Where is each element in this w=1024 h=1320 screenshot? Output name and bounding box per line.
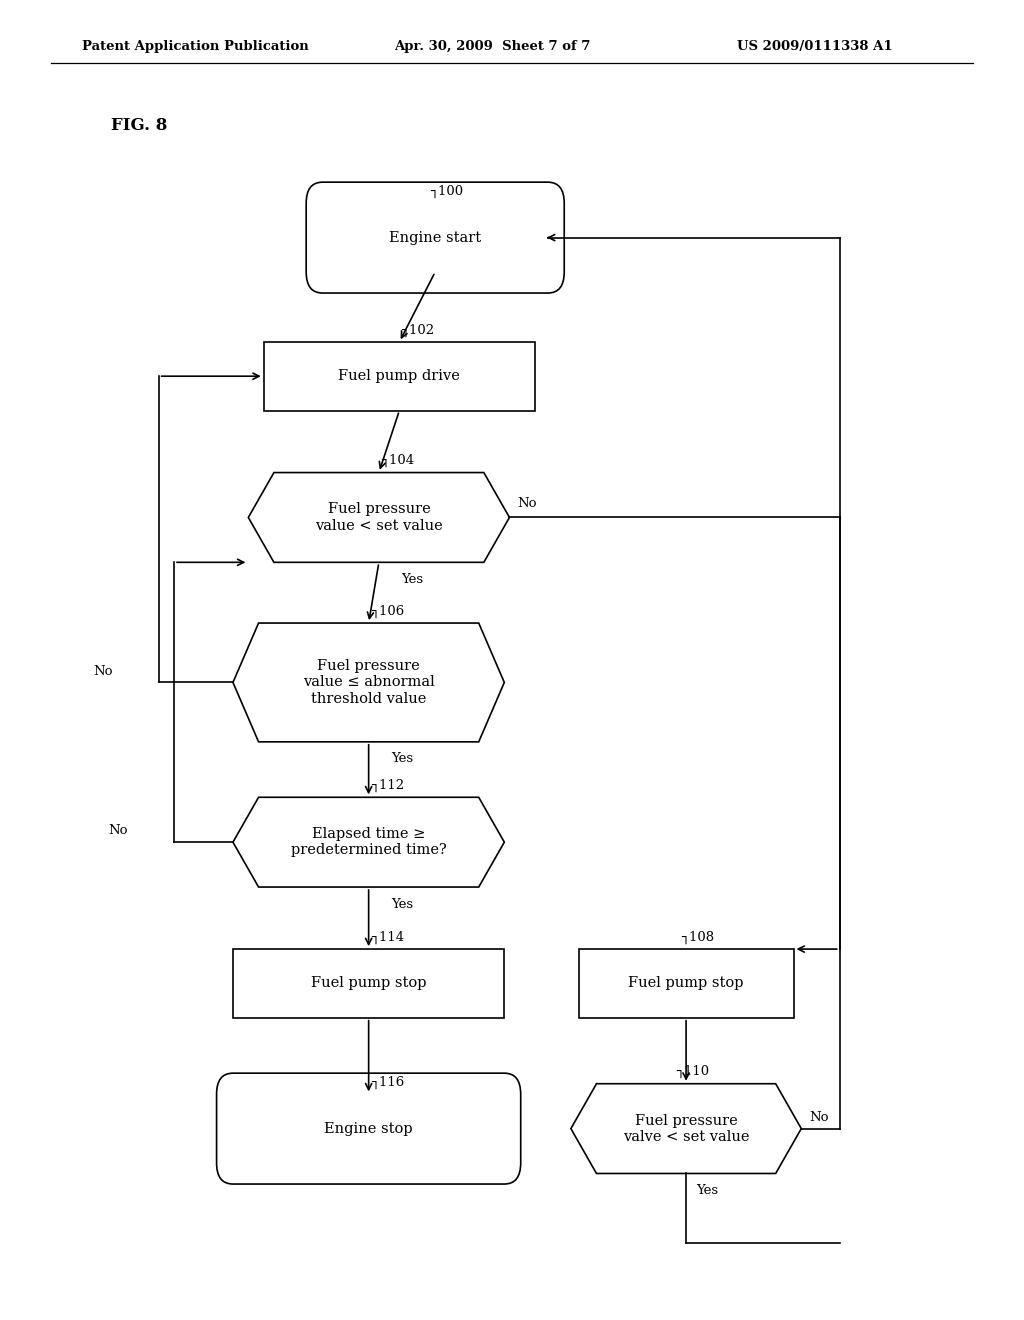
Text: Yes: Yes <box>401 573 424 586</box>
Text: US 2009/0111338 A1: US 2009/0111338 A1 <box>737 40 893 53</box>
Text: Fuel pressure
value ≤ abnormal
threshold value: Fuel pressure value ≤ abnormal threshold… <box>303 659 434 706</box>
Text: Fuel pump drive: Fuel pump drive <box>338 370 461 383</box>
Text: ┐106: ┐106 <box>371 605 403 618</box>
Bar <box>232 949 504 1018</box>
Text: Engine stop: Engine stop <box>325 1122 413 1135</box>
Bar <box>264 342 535 411</box>
Text: No: No <box>517 496 538 510</box>
Text: Fuel pressure
valve < set value: Fuel pressure valve < set value <box>623 1114 750 1143</box>
Text: Engine start: Engine start <box>389 231 481 244</box>
Text: No: No <box>810 1110 829 1123</box>
Text: ┐100: ┐100 <box>430 185 463 198</box>
Text: Fuel pressure
value < set value: Fuel pressure value < set value <box>315 503 442 532</box>
Text: Elapsed time ≥
predetermined time?: Elapsed time ≥ predetermined time? <box>291 828 446 857</box>
Polygon shape <box>571 1084 802 1173</box>
Text: ┐108: ┐108 <box>681 931 714 944</box>
Text: Yes: Yes <box>696 1184 719 1197</box>
Bar <box>579 949 794 1018</box>
Text: ┐110: ┐110 <box>676 1065 709 1078</box>
Text: Apr. 30, 2009  Sheet 7 of 7: Apr. 30, 2009 Sheet 7 of 7 <box>394 40 591 53</box>
Polygon shape <box>232 623 504 742</box>
Polygon shape <box>232 797 504 887</box>
Text: FIG. 8: FIG. 8 <box>111 117 167 133</box>
Text: Fuel pump stop: Fuel pump stop <box>629 977 743 990</box>
Text: ┐102: ┐102 <box>401 323 434 337</box>
Text: Yes: Yes <box>391 752 414 766</box>
Text: ┐112: ┐112 <box>371 779 403 792</box>
Polygon shape <box>248 473 510 562</box>
Text: ┐104: ┐104 <box>381 454 414 467</box>
Text: No: No <box>93 664 113 677</box>
FancyBboxPatch shape <box>216 1073 520 1184</box>
Text: ┐114: ┐114 <box>371 931 403 944</box>
FancyBboxPatch shape <box>306 182 564 293</box>
Text: No: No <box>109 824 128 837</box>
Text: Patent Application Publication: Patent Application Publication <box>82 40 308 53</box>
Text: Fuel pump stop: Fuel pump stop <box>311 977 426 990</box>
Text: Yes: Yes <box>391 898 414 911</box>
Text: ┐116: ┐116 <box>371 1076 403 1089</box>
